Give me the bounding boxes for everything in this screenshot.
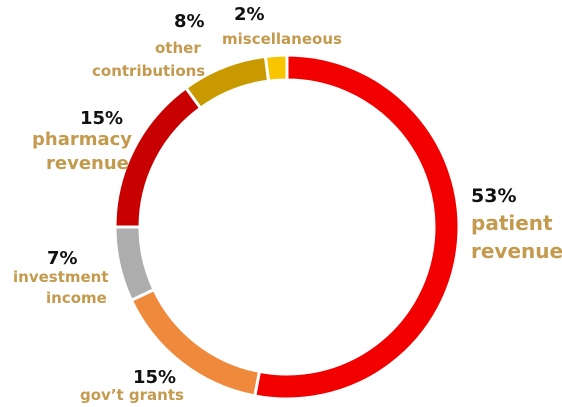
slice-percent-label: 8%	[174, 11, 205, 32]
slice-category-label: investment	[13, 268, 109, 286]
donut-slice	[263, 53, 289, 83]
slice-category-label: income	[46, 289, 107, 307]
slice-category-label: revenue	[46, 153, 129, 174]
slice-category-label: other	[155, 39, 201, 57]
slice-category-label: contributions	[92, 62, 205, 80]
slice-category-label: gov’t grants	[80, 386, 184, 404]
donut-slice	[253, 53, 461, 401]
slice-percent-label: 15%	[80, 108, 123, 129]
slice-category-label: patient	[471, 211, 553, 235]
slice-percent-label: 7%	[47, 248, 78, 269]
slice-percent-label: 2%	[234, 4, 265, 25]
slice-percent-label: 15%	[133, 367, 176, 388]
slice-category-label: revenue	[471, 239, 562, 263]
slice-category-label: miscellaneous	[222, 30, 342, 48]
slice-category-label: pharmacy	[32, 129, 132, 150]
donut-slice	[113, 225, 156, 303]
donut-slices	[113, 53, 461, 401]
slice-percent-label: 53%	[471, 185, 516, 207]
